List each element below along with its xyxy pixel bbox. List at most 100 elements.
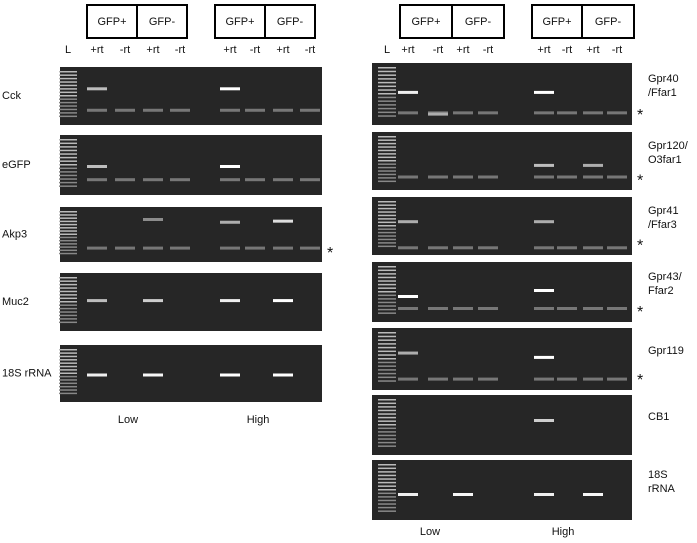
header-label: GFP+ [225,16,254,28]
ladder-band [59,252,77,255]
ladder-band [378,96,396,99]
group-label: High [552,526,575,538]
band [607,111,627,115]
ladder-band [59,164,77,166]
ladder-band [59,178,77,180]
ladder-band [59,214,77,216]
lane-label: +rt [276,44,289,56]
band [273,299,293,303]
band [478,246,498,250]
band [220,108,240,112]
band [398,175,418,179]
ladder-band [378,305,396,307]
header-label: GFP+ [97,16,126,28]
band [557,175,577,179]
band [534,220,554,224]
ladder-band [378,402,396,405]
ladder-band [378,115,396,117]
ladder-band [378,312,396,314]
ladder-band [59,307,77,310]
ladder-band [378,93,396,95]
ladder-band [59,227,77,229]
band [87,246,107,250]
ladder-band [59,365,77,368]
band [607,377,627,381]
ladder-band [378,376,396,379]
band [115,246,135,250]
band [300,108,320,112]
ladder-band [59,382,77,385]
row-label: Muc2 [2,296,29,308]
band [534,289,554,292]
ladder-band [59,171,77,173]
ladder-band [378,406,396,408]
ladder-band [59,149,77,152]
ladder-band [59,243,77,245]
ladder-band [378,111,396,114]
group-label: Low [118,414,138,426]
ladder-band [378,173,396,176]
ladder-band [378,228,396,230]
band [453,377,473,381]
row-label: Gpr40 [648,73,679,85]
ladder-band [378,372,396,375]
ladder-band [59,389,77,391]
band [143,299,163,303]
band [534,307,554,310]
ladder-band [378,283,396,286]
band [453,111,473,115]
row-label: Ffar2 [648,285,674,297]
ladder-band [378,235,396,237]
band [534,111,554,115]
ladder-band [378,510,396,512]
ladder-band [378,489,396,491]
ladder-band [378,369,396,371]
ladder-band [378,492,396,495]
ladder-band [378,204,396,206]
band [87,87,107,91]
band [583,111,603,115]
ladder-band [378,100,396,102]
band [557,377,577,381]
ladder-band [378,156,396,159]
ladder-band [378,146,396,148]
header-label: GFP- [465,16,492,28]
band [87,165,107,168]
ladder-band [378,358,396,360]
ladder-band [378,485,396,487]
ladder-band [378,301,396,304]
gel-image [60,67,322,125]
ladder-band [378,242,396,244]
ladder-band [378,503,396,505]
band [273,178,293,182]
band [478,111,498,115]
ladder-band [378,170,396,172]
ladder-band [378,177,396,179]
band [534,246,554,250]
ladder-band [59,142,77,145]
band [300,178,320,182]
band [87,178,107,182]
band [557,111,577,115]
band [245,246,265,250]
lane-label: -rt [250,44,260,56]
band [398,493,418,496]
band [87,373,107,377]
ladder-band [378,238,396,241]
lane-label: -rt [305,44,315,56]
ladder-band [59,314,77,317]
ladder-band [378,67,396,69]
band [583,377,603,381]
band [534,175,554,179]
ladder-band [59,372,77,374]
band [534,419,554,422]
ladder-band [59,277,77,279]
ladder-band [378,291,396,293]
ladder-band [59,105,77,107]
ladder-band [378,409,396,412]
band [143,246,163,250]
ladder-band [59,362,77,364]
ladder-band [59,375,77,378]
ladder-band [378,445,396,447]
band [273,108,293,112]
